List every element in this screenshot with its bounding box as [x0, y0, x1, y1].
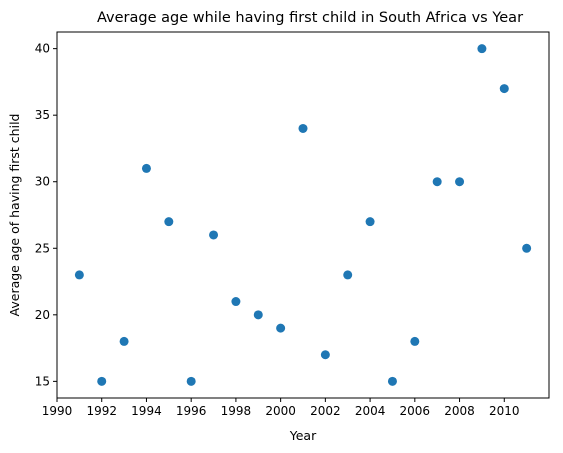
data-point: [141, 163, 151, 173]
data-point: [276, 323, 286, 333]
x-tick-label: 1994: [131, 404, 162, 418]
x-axis: 1990 1992 1994 1996 1998 2000 2002 2004 2006 2008…: [42, 398, 520, 418]
y-axis-label: Average age of having first child: [7, 114, 22, 317]
y-tick-label: 40: [35, 42, 50, 56]
data-point: [164, 217, 174, 227]
x-tick-label: 1992: [86, 404, 117, 418]
x-tick-label: 2002: [310, 404, 341, 418]
data-point: [410, 336, 420, 346]
data-point: [522, 243, 532, 253]
x-tick-label: 2004: [355, 404, 386, 418]
x-tick-label: 2008: [444, 404, 475, 418]
data-point: [97, 376, 107, 386]
data-point: [119, 336, 129, 346]
data-point: [432, 177, 442, 187]
data-point: [298, 123, 308, 133]
x-tick-label: 2000: [265, 404, 296, 418]
y-tick-label: 20: [35, 308, 50, 322]
x-tick-label: 1998: [221, 404, 252, 418]
y-axis: 15 20 25 30 35 40: [35, 42, 57, 388]
y-tick-label: 25: [35, 241, 50, 255]
data-point: [343, 270, 353, 280]
data-point: [477, 44, 487, 54]
data-point: [499, 84, 509, 94]
data-point: [74, 270, 84, 280]
data-point: [209, 230, 219, 240]
data-point: [186, 376, 196, 386]
x-tick-label: 2010: [489, 404, 520, 418]
plot-frame: [56, 31, 550, 399]
x-tick-label: 2006: [400, 404, 431, 418]
chart-title: Average age while having first child in …: [97, 10, 523, 26]
data-point: [387, 376, 397, 386]
data-point: [365, 217, 375, 227]
x-axis-label: Year: [289, 428, 317, 443]
x-tick-label: 1990: [42, 404, 73, 418]
data-point: [231, 297, 241, 307]
y-tick-label: 30: [35, 175, 50, 189]
data-point: [253, 310, 263, 320]
data-point: [320, 350, 330, 360]
y-tick-label: 15: [35, 374, 50, 388]
x-tick-label: 1996: [176, 404, 207, 418]
y-tick-label: 35: [35, 108, 50, 122]
data-points: [74, 44, 532, 386]
data-point: [455, 177, 465, 187]
